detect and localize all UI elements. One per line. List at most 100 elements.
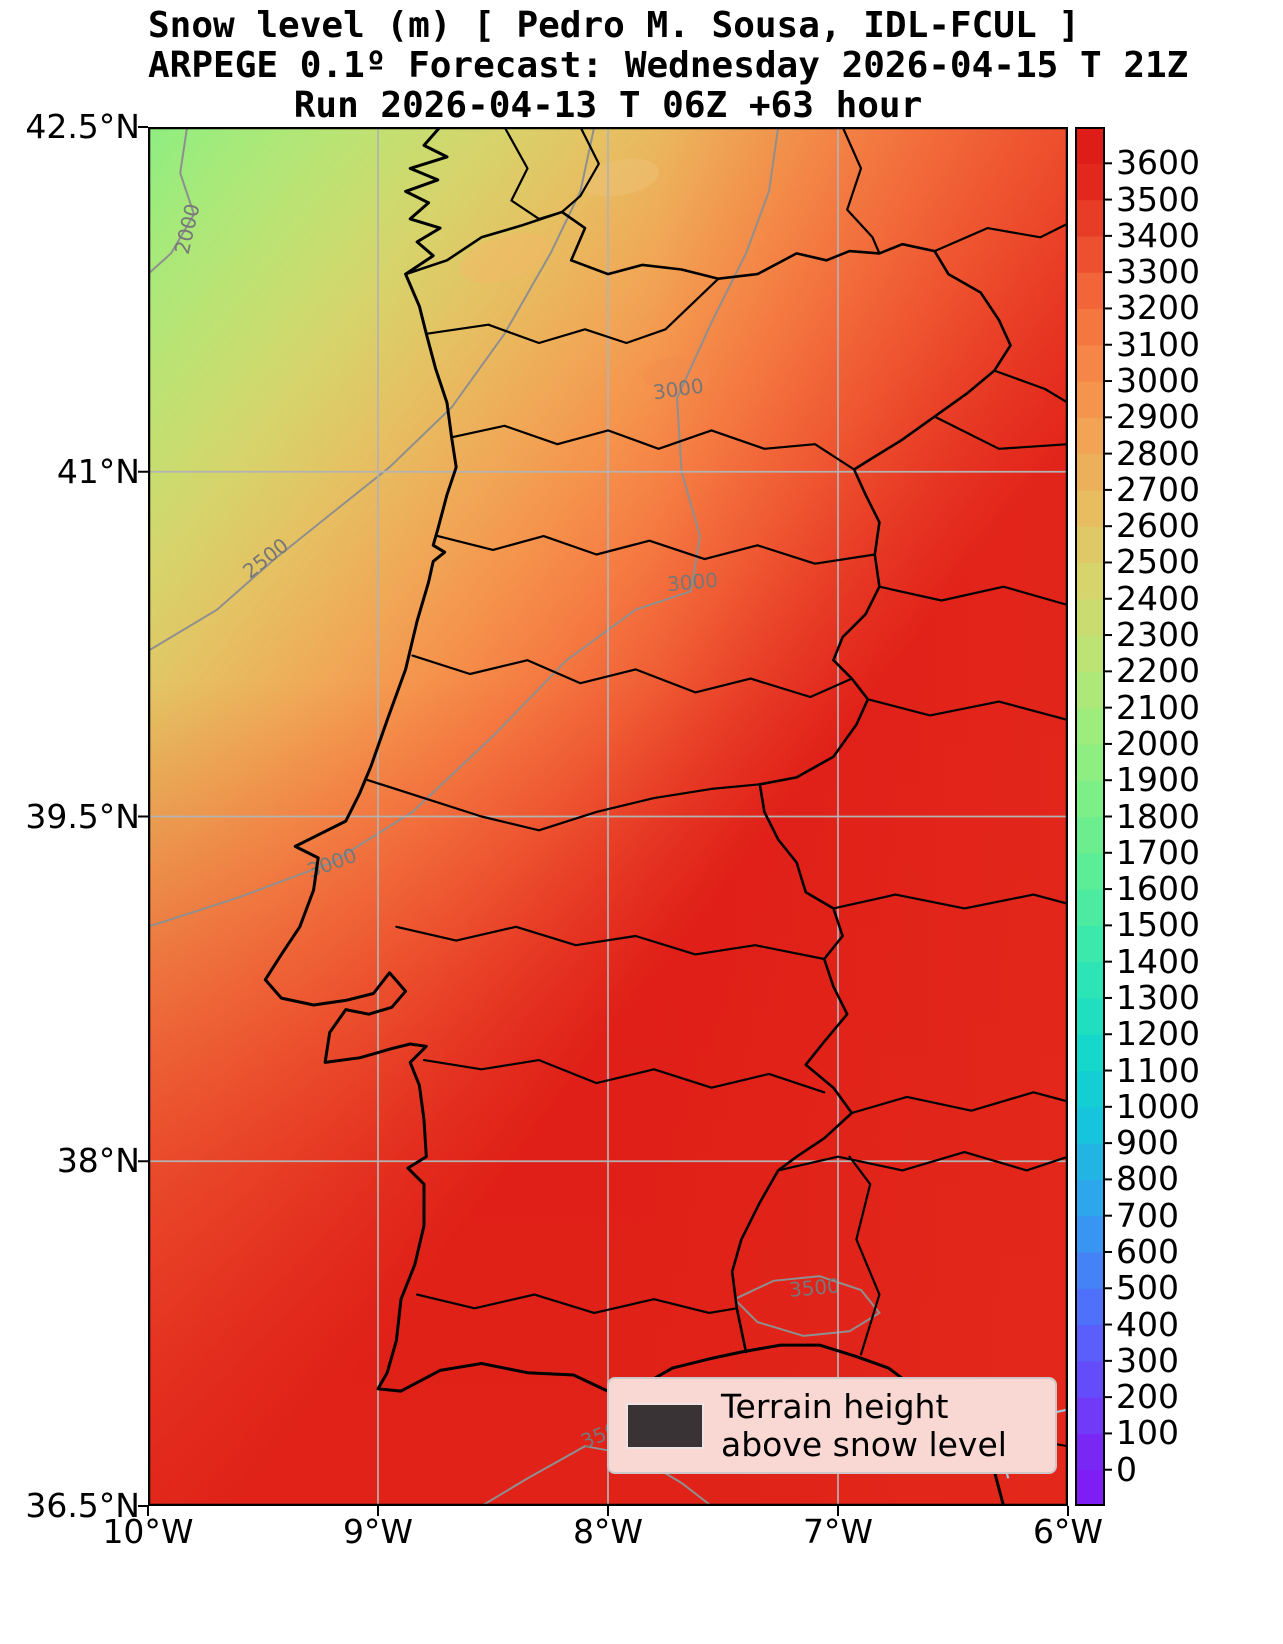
map-frame <box>148 127 1068 1506</box>
district-border <box>422 1059 826 1094</box>
colorbar-frame <box>1075 127 1105 1506</box>
colorbar-band <box>1075 889 1105 926</box>
colorbar-band <box>1075 1288 1105 1326</box>
legend: Terrain height above snow level <box>607 1377 1057 1474</box>
district-border <box>832 893 1068 910</box>
colorbar-tick-label: 1600 <box>1116 869 1200 909</box>
x-tick-label: 8°W <box>572 1512 644 1551</box>
district-border <box>933 415 1068 450</box>
colorbar-tick-label: 600 <box>1116 1231 1179 1271</box>
district-border <box>993 369 1068 404</box>
colorbar-tick-label: 3600 <box>1116 143 1200 183</box>
colorbar-tick-label: 300 <box>1116 1340 1179 1380</box>
field-anomaly-patch <box>460 232 549 284</box>
district-border <box>365 778 761 832</box>
colorbar-tick-label: 1700 <box>1116 832 1200 872</box>
colorbar-band <box>1075 199 1105 237</box>
colorbar-tick-label: 1900 <box>1116 760 1200 800</box>
legend-label-line2: above snow level <box>721 1424 1007 1464</box>
colorbar-band <box>1075 816 1105 854</box>
colorbar-tick-label: 3100 <box>1116 324 1200 364</box>
grid-lines <box>148 127 1068 1506</box>
district-border <box>395 925 826 961</box>
x-tick-label: 10°W <box>102 1512 194 1551</box>
country-border <box>404 210 1012 1354</box>
colorbar-band <box>1075 381 1105 418</box>
colorbar-band <box>1075 272 1105 310</box>
district-border <box>878 585 1068 607</box>
colorbar-tick-label: 700 <box>1116 1195 1179 1235</box>
district-border <box>425 277 720 345</box>
district-border <box>450 424 856 471</box>
district-border <box>848 1155 881 1356</box>
contour-line <box>148 127 596 652</box>
colorbar-tick-label: 2700 <box>1116 469 1200 509</box>
colorbar-band <box>1075 635 1105 672</box>
colorbar-tick-label: 1500 <box>1116 905 1200 945</box>
x-tick-label: 9°W <box>342 1512 414 1551</box>
figure-title: Snow level (m) [ Pedro M. Sousa, IDL-FCU… <box>148 6 1189 126</box>
contour-line <box>148 127 196 275</box>
legend-text: Terrain height above snow level <box>721 1387 1007 1464</box>
colorbar-tick-label: 1100 <box>1116 1050 1200 1090</box>
colorbar-tick-label: 2800 <box>1116 433 1200 473</box>
field-anomaly-patches <box>460 158 711 394</box>
colorbar-band <box>1075 1106 1105 1144</box>
colorbar-tick-label: 200 <box>1116 1377 1179 1417</box>
colorbar-band <box>1075 1397 1105 1435</box>
colorbar-band <box>1075 997 1105 1035</box>
district-border <box>777 1151 1068 1172</box>
colorbar <box>1075 127 1105 1506</box>
y-tick-label: 39.5°N <box>25 796 140 836</box>
colorbar-band <box>1075 780 1105 818</box>
legend-terrain-patch <box>626 1402 704 1449</box>
colorbar-tick-label: 3500 <box>1116 179 1200 219</box>
title-line3: Run 2026-04-13 T 06Z +63 hour <box>293 85 923 126</box>
colorbar-tick-label: 2000 <box>1116 723 1200 763</box>
colorbar-tick-label: 2600 <box>1116 506 1200 546</box>
x-tick-label: 6°W <box>1032 1512 1104 1551</box>
district-border <box>416 1293 738 1314</box>
district-border <box>560 127 600 214</box>
district-border <box>933 222 1068 253</box>
y-tick-label: 36.5°N <box>25 1486 140 1525</box>
colorbar-band <box>1075 671 1105 709</box>
colorbar-band <box>1075 1070 1105 1108</box>
title-line2: ARPEGE 0.1º Forecast: Wednesday 2026-04-… <box>148 45 1189 86</box>
colorbar-band <box>1075 1360 1105 1398</box>
colorbar-band <box>1075 598 1105 636</box>
colorbar-tick-label: 400 <box>1116 1304 1179 1344</box>
colorbar-band <box>1075 235 1105 273</box>
colorbar-band <box>1075 925 1105 963</box>
colorbar-tick-label: 1400 <box>1116 941 1200 981</box>
colorbar-band <box>1075 1215 1105 1253</box>
colorbar-band <box>1075 1034 1105 1072</box>
colorbar-tick-label: 900 <box>1116 1123 1179 1163</box>
district-border <box>436 535 876 565</box>
colorbar-band <box>1075 961 1105 999</box>
district-border <box>411 654 853 699</box>
colorbar-band <box>1075 1251 1105 1289</box>
y-tick-label: 41°N <box>56 451 140 491</box>
x-tick-label: 7°W <box>802 1512 874 1551</box>
contour-line <box>733 1275 881 1337</box>
colorbar-band <box>1075 308 1105 346</box>
colorbar-band <box>1075 1433 1105 1471</box>
colorbar-tick-label: 800 <box>1116 1159 1179 1199</box>
field-anomaly-patch <box>579 158 660 197</box>
colorbar-tick-label: 2200 <box>1116 651 1200 691</box>
colorbar-band <box>1075 1324 1105 1362</box>
district-border <box>841 127 881 255</box>
colorbar-band <box>1075 1469 1105 1506</box>
y-tick-label: 38°N <box>56 1141 140 1181</box>
colorbar-tick-label: 100 <box>1116 1413 1179 1453</box>
contour-label: 3000 <box>666 568 719 596</box>
colorbar-band <box>1075 417 1105 455</box>
colorbar-band <box>1075 453 1105 491</box>
colorbar-tick-label: 2100 <box>1116 687 1200 727</box>
colorbar-tick-label: 3300 <box>1116 252 1200 292</box>
colorbar-band <box>1075 743 1105 781</box>
contour-label: 3500 <box>788 1273 841 1301</box>
